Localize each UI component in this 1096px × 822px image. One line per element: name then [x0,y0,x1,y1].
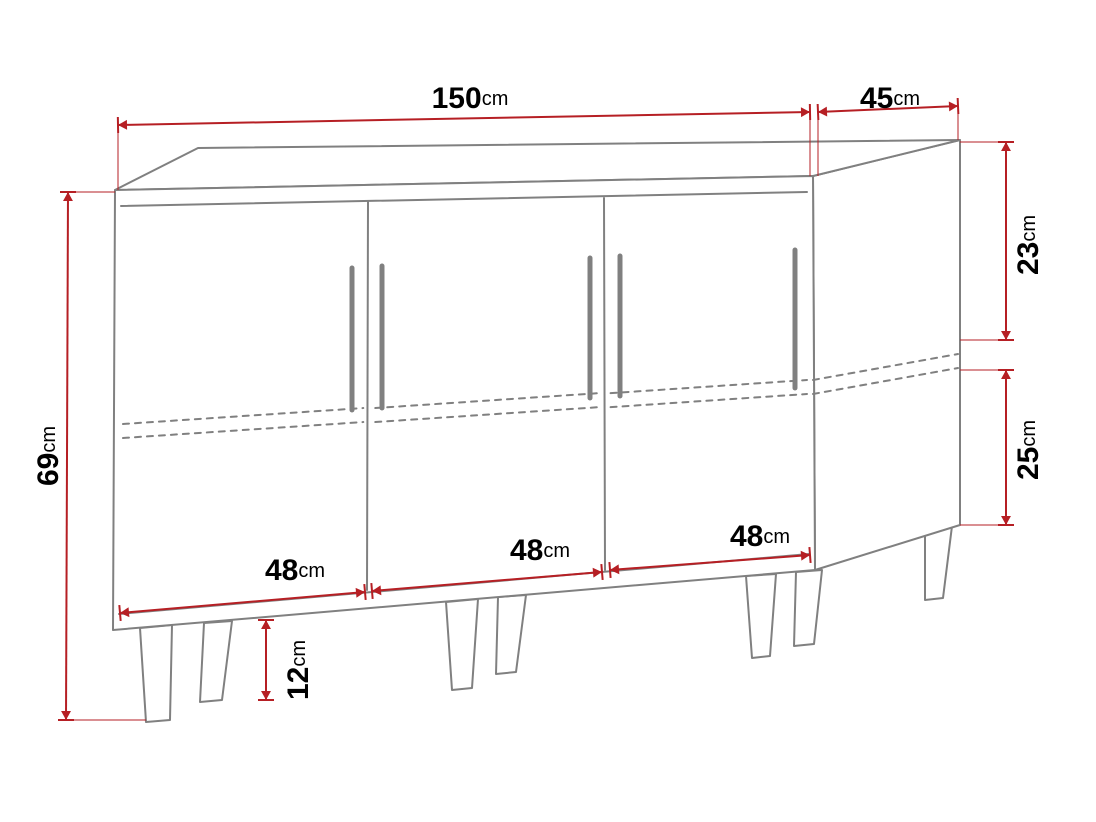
furniture-leg [200,621,232,702]
dim-leg_height-label: 12cm [282,640,315,700]
dim-depth-label: 45cm [860,82,920,115]
dim-shelf_lower-label: 25cm [1012,420,1045,480]
furniture-leg [496,595,526,674]
dim-leg_height: 12cm [258,620,315,700]
furniture-body [113,140,960,722]
dim-shelf_upper-label: 23cm [1012,215,1045,275]
dim-shelf_upper: 23cm [960,142,1045,340]
furniture-leg [446,599,478,690]
furniture-leg [794,570,822,646]
dim-height-label: 69cm [32,426,65,486]
furniture-leg [140,625,172,722]
dim-shelf_lower: 25cm [960,370,1045,525]
furniture-leg [746,574,776,658]
dim-width-label: 150cm [432,82,509,115]
divider-2 [604,198,605,570]
divider-1 [367,202,368,590]
side-face [813,140,960,570]
furniture-leg [925,526,952,600]
